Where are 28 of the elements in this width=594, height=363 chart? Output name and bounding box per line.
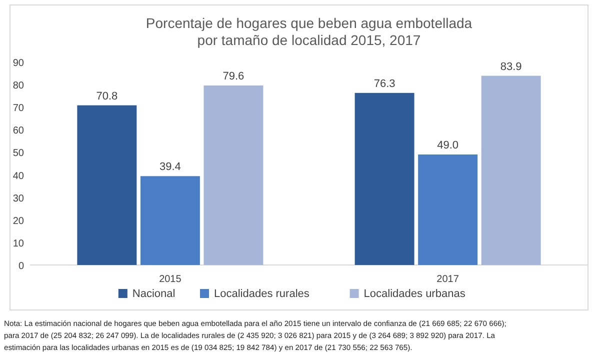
bar	[140, 176, 200, 265]
data-label: 70.8	[96, 90, 118, 102]
data-label: 83.9	[500, 60, 522, 73]
legend-label: Localidades urbanas	[364, 288, 466, 300]
y-tick-label: 20	[12, 216, 24, 227]
y-tick-label: 50	[12, 148, 24, 160]
y-tick-label: 70	[12, 103, 24, 114]
bar	[481, 76, 541, 265]
chart-title: Porcentaje de hogares que beben agua embotellada por tamaño de localidad 2015, 2017	[146, 15, 472, 48]
bar	[354, 92, 414, 265]
data-label: 76.3	[374, 78, 396, 90]
data-label: 39.4	[159, 161, 181, 174]
x-tick-label: 2015	[159, 274, 182, 285]
y-tick-label: 0	[18, 261, 24, 272]
y-tick-label: 60	[12, 126, 24, 137]
bar	[204, 85, 264, 265]
y-tick-label: 30	[12, 193, 24, 204]
y-tick-label: 10	[12, 238, 24, 250]
y-tick-label: 40	[12, 170, 24, 182]
x-tick-label: 2017	[436, 274, 460, 285]
data-label: 49.0	[437, 139, 459, 152]
legend-label: Nacional	[132, 288, 176, 300]
bar	[418, 154, 478, 265]
legend-label: Localidades rurales	[214, 288, 310, 300]
bar	[77, 105, 137, 265]
y-tick-label: 80	[12, 80, 24, 92]
data-label: 79.6	[222, 70, 244, 82]
y-tick-label: 90	[12, 58, 24, 69]
